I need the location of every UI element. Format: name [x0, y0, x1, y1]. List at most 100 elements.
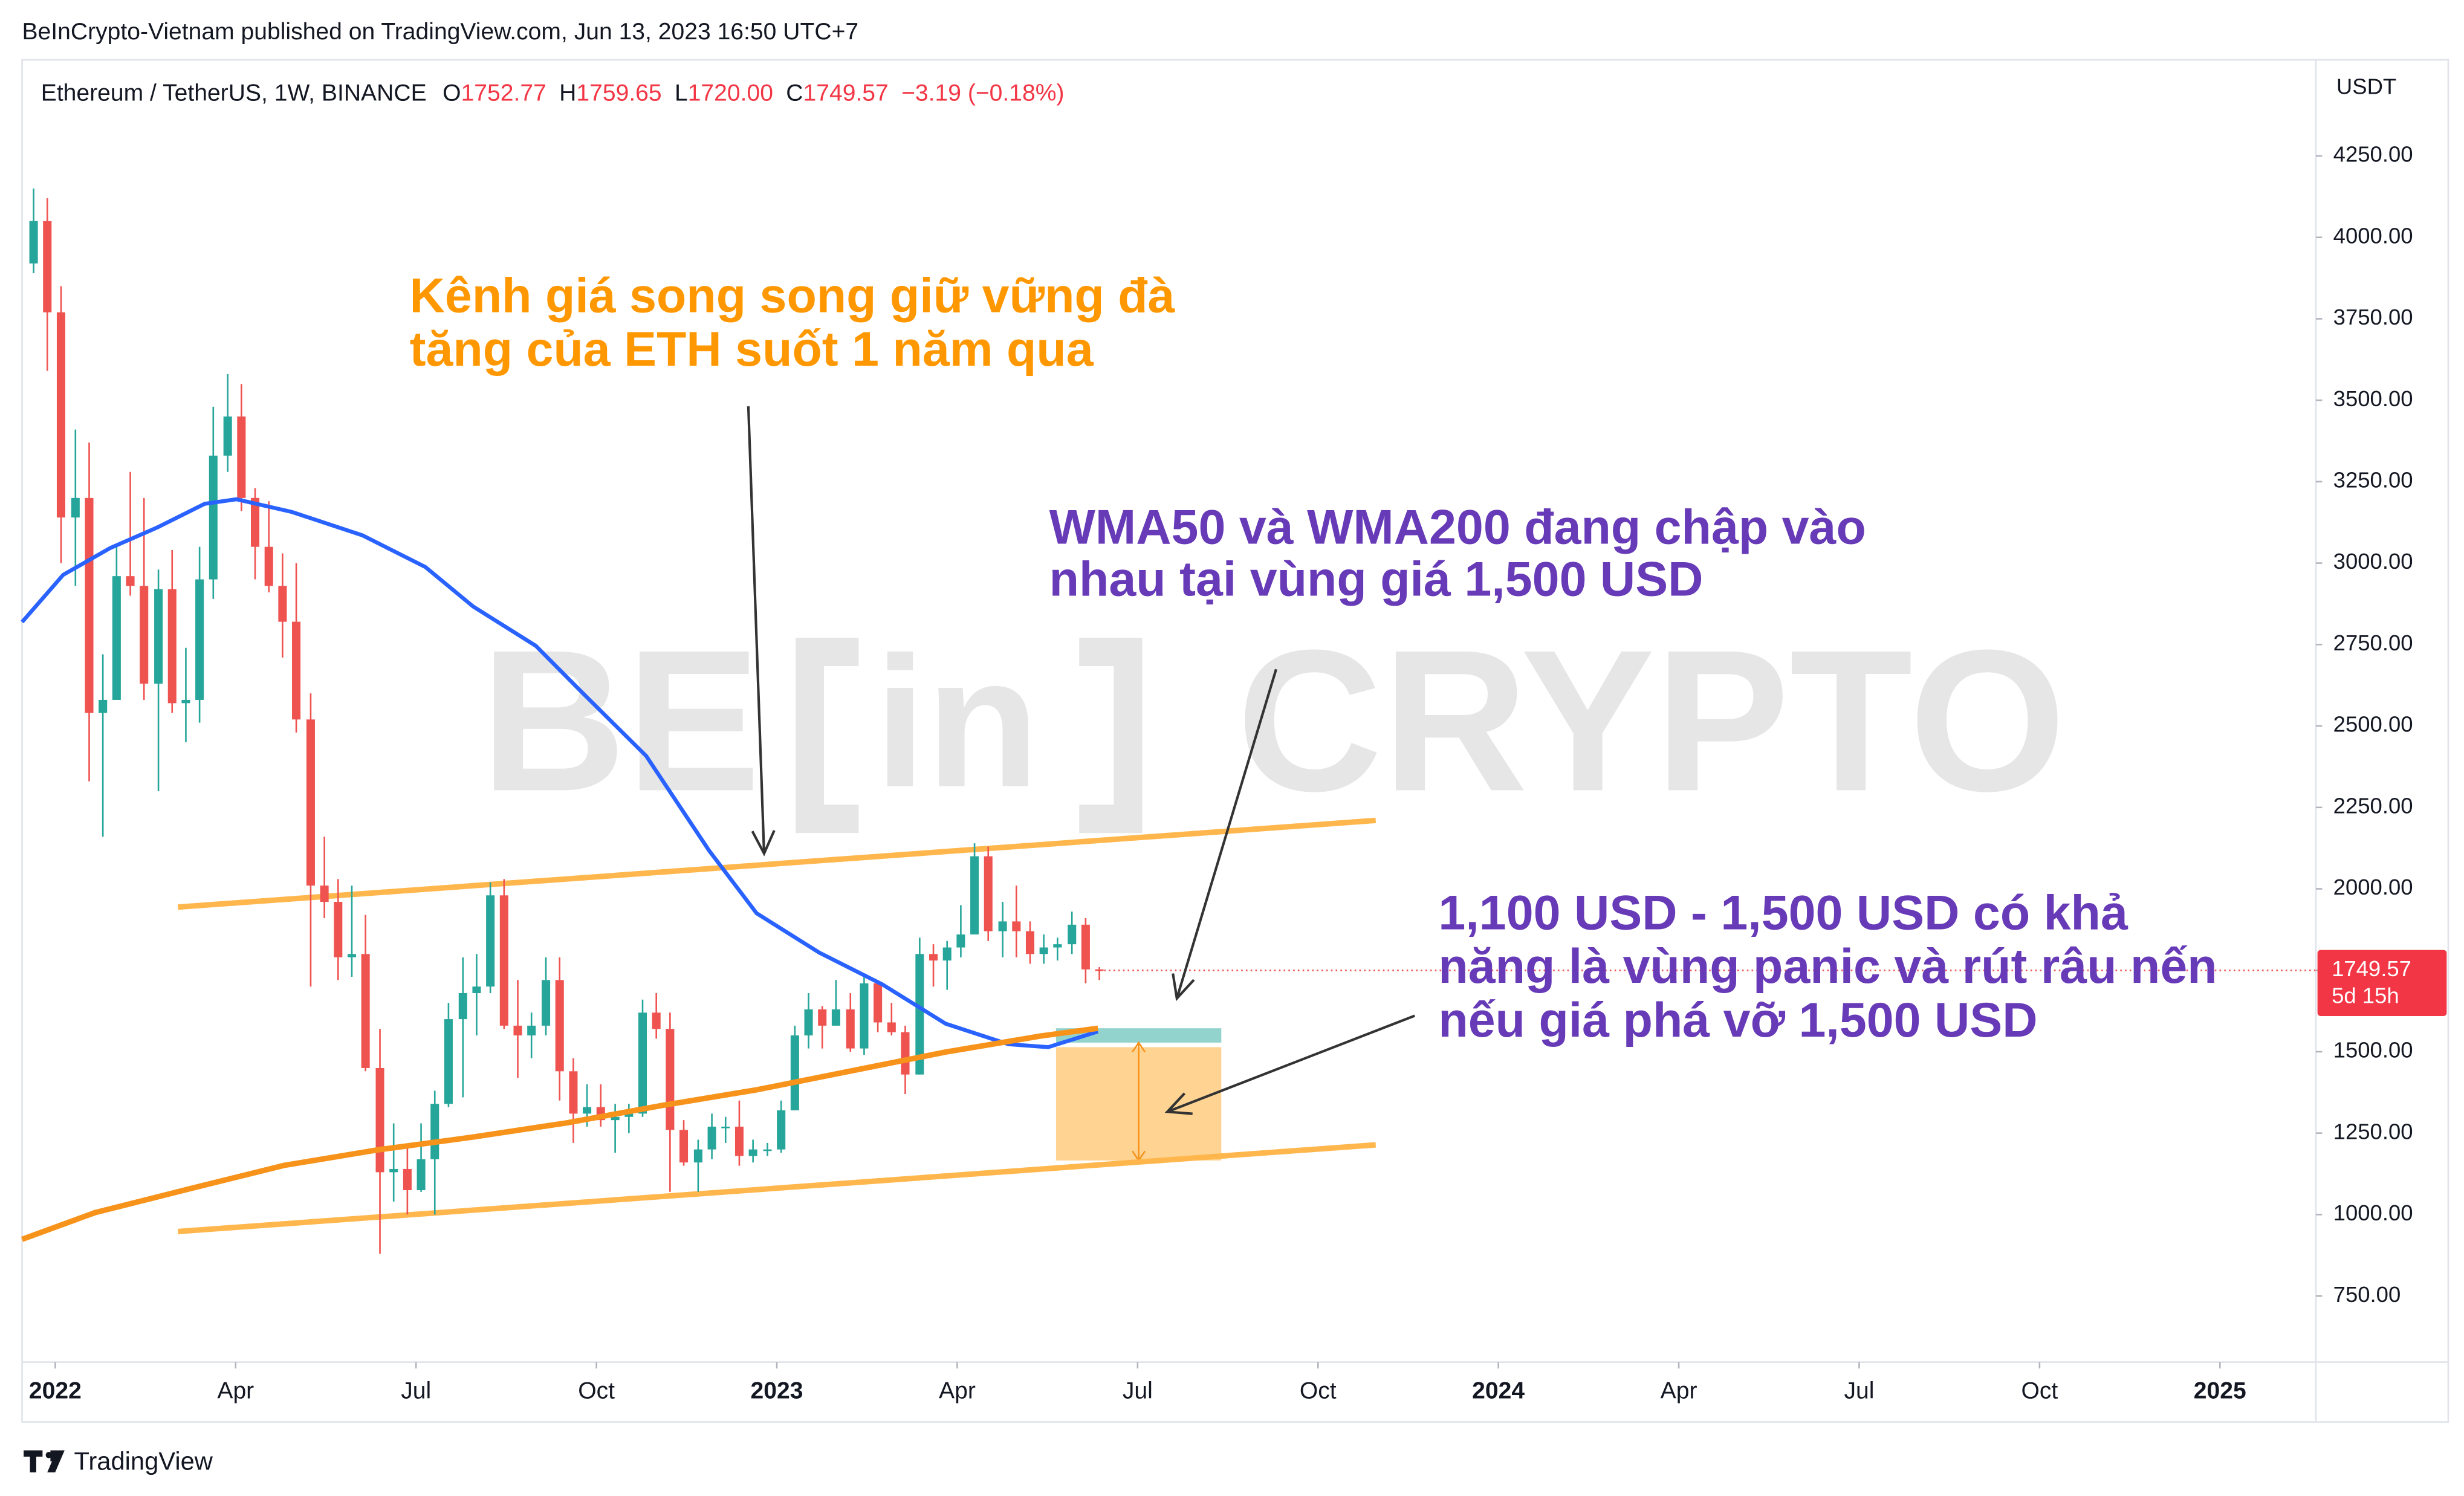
candle-body: [181, 699, 190, 704]
annotation: 1,100 USD - 1,500 USD có khả: [1438, 886, 2128, 941]
axis-unit: USDT: [2336, 74, 2396, 99]
candle-body: [679, 1130, 689, 1163]
candle-body: [112, 576, 121, 700]
annotation: Kênh giá song song giữ vững đà: [410, 268, 1176, 323]
x-tick-label: Oct: [1300, 1378, 1337, 1404]
candle-body: [666, 1029, 675, 1130]
candle-body: [306, 719, 315, 886]
price-tag: [2317, 950, 2447, 1017]
candle-body: [652, 1012, 661, 1029]
candle-body: [569, 1071, 578, 1114]
y-tick-label: 2000.00: [2333, 875, 2413, 899]
candle-body: [901, 1032, 910, 1075]
candle-body: [499, 895, 508, 1026]
candle-body: [43, 221, 52, 312]
candle-body: [638, 1012, 647, 1114]
y-tick-label: 2500.00: [2333, 712, 2413, 737]
candle-body: [831, 1009, 840, 1026]
candle-body: [748, 1149, 757, 1156]
candle-body: [334, 902, 343, 957]
candle-body: [140, 586, 149, 684]
watermark-bracket: [796, 638, 1143, 834]
moving-average: [21, 497, 1099, 1049]
candle-body: [542, 980, 551, 1026]
moving-average: [21, 1025, 1098, 1242]
plot: [21, 188, 2316, 1254]
watermark-text: CRYPTO: [1237, 607, 2066, 833]
y-tick-label: 4250.00: [2333, 142, 2413, 167]
x-tick-label: Jul: [401, 1378, 431, 1404]
candle-body: [167, 589, 177, 704]
frame: [21, 59, 2449, 1423]
legend-symbol: Ethereum / TetherUS, 1W, BINANCE: [41, 80, 427, 106]
annotation-arrow: [1172, 669, 1277, 1002]
x-tick-label: Oct: [2021, 1378, 2058, 1404]
candle-body: [887, 1022, 896, 1032]
candle-body: [486, 895, 495, 987]
candle-body: [693, 1149, 702, 1163]
annotation-arrow: [1164, 1014, 1416, 1115]
candle-body: [417, 1159, 426, 1191]
footer: TradingView: [74, 1446, 213, 1475]
candle-body: [942, 947, 952, 961]
watermark: BE in CRYPTO: [481, 607, 2066, 833]
candle-body: [513, 1025, 522, 1036]
annotation: tăng của ETH suốt 1 năm qua: [410, 322, 1094, 377]
candle-body: [237, 416, 246, 498]
candle-body: [998, 921, 1007, 931]
candle-body: [320, 886, 329, 902]
y-tick-label: 3000.00: [2333, 549, 2413, 574]
candle-body: [1012, 921, 1021, 931]
candle-body: [527, 1025, 536, 1036]
candle-body: [292, 621, 301, 720]
legend-label: H: [559, 80, 576, 106]
candle-body: [818, 1009, 827, 1026]
candle-body: [430, 1104, 439, 1159]
candle-body: [375, 1067, 384, 1173]
candle-body: [209, 455, 218, 580]
candle-body: [223, 416, 232, 456]
y-tick-label: 2750.00: [2333, 630, 2413, 655]
candle-body: [915, 954, 924, 1075]
annotation: nhau tại vùng giá 1,500 USD: [1049, 552, 1704, 606]
candle-body: [763, 1149, 772, 1151]
y-tick-label: 3500.00: [2333, 386, 2413, 411]
legend-label: L: [675, 80, 688, 106]
candle-body: [956, 934, 965, 948]
annotation-arrow: [747, 406, 776, 856]
y-tick-label: 750.00: [2333, 1282, 2401, 1307]
candle-body: [555, 980, 564, 1072]
price-tag-label: 1749.57: [2332, 956, 2411, 981]
candle-body: [804, 1009, 813, 1036]
candle-body: [929, 954, 938, 961]
x-tick-label: 2023: [751, 1378, 803, 1404]
channel-line: [177, 817, 1376, 910]
candle-body: [790, 1035, 799, 1110]
legend-label: C: [786, 80, 803, 106]
x-tick-label: 2022: [29, 1378, 82, 1404]
candle-body: [1039, 947, 1048, 954]
channel-line: [177, 1142, 1376, 1234]
candle-body: [583, 1107, 592, 1114]
candle-body: [278, 586, 287, 622]
price-tag-countdown: 5d 15h: [2332, 983, 2399, 1008]
y-tick-label: 4000.00: [2333, 223, 2413, 248]
x-tick-label: Jul: [1123, 1378, 1153, 1404]
candle-body: [154, 589, 163, 684]
candle-body: [707, 1126, 716, 1150]
x-tick-label: Apr: [939, 1378, 976, 1404]
candle-body: [624, 1113, 634, 1117]
y-tick-label: 1000.00: [2333, 1200, 2413, 1225]
watermark-text: in: [874, 619, 1039, 826]
candle-body: [970, 856, 979, 934]
candle-body: [1081, 924, 1090, 970]
candle-body: [56, 312, 65, 518]
candle-body: [361, 954, 370, 1068]
candle-body: [250, 497, 260, 547]
legend-value: 1752.77: [461, 80, 546, 106]
x-tick-label: Apr: [1661, 1378, 1697, 1404]
candle-body: [1068, 924, 1077, 945]
